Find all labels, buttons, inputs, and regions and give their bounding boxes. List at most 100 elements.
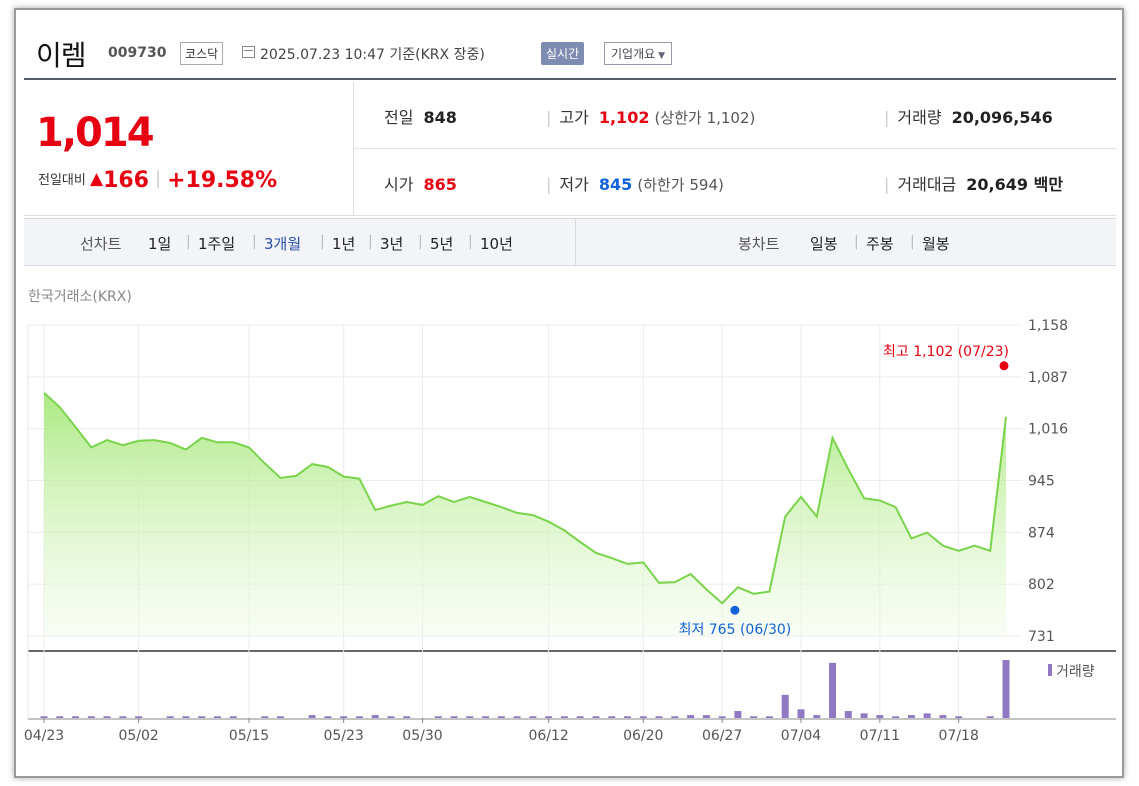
volume-value: 20,096,546 <box>951 108 1053 127</box>
volume-bar <box>56 716 64 718</box>
y-tick-label: 945 <box>1028 474 1055 490</box>
volume-bar <box>482 716 490 718</box>
trade-amount: | 거래대금 20,649 백만 <box>884 171 1063 195</box>
tab-daily[interactable]: 일봉 <box>810 235 838 253</box>
volume-bar <box>513 716 521 718</box>
line-chart-tabs: 선차트 1일 | 1주일 | 3개월 | 1년 | 3년 | 5년 | 10년 <box>24 219 576 265</box>
tab-monthly[interactable]: 월봉 <box>922 235 950 253</box>
y-tick-label: 802 <box>1028 577 1055 593</box>
divider: | <box>468 234 473 250</box>
company-overview-dropdown[interactable]: 기업개요 ▼ <box>604 42 673 65</box>
volume-bar <box>986 716 994 718</box>
volume-bar <box>135 716 143 718</box>
volume-bar <box>545 716 553 718</box>
quote-datetime: 2025.07.23 10:47 기준(KRX 장중) <box>260 47 485 63</box>
divider: | <box>368 234 373 250</box>
volume-bar <box>876 715 884 718</box>
tab-1w[interactable]: 1주일 <box>198 235 236 253</box>
price-area <box>43 391 1007 636</box>
divider: | <box>854 234 859 250</box>
volume-bar <box>702 715 710 718</box>
tab-5y[interactable]: 5년 <box>430 235 454 253</box>
prev-close-value: 848 <box>423 108 457 127</box>
volume-bar <box>781 694 789 718</box>
stats-row: 전일 848 | 고가 1,102 (상한가 1,102) | 거래량 20,096,54… <box>354 82 1116 149</box>
divider: | <box>546 108 552 127</box>
x-tick-label: 06/12 <box>528 728 568 744</box>
volume-bar <box>734 711 742 718</box>
divider: | <box>884 175 890 194</box>
tab-3m[interactable]: 3개월 <box>264 235 302 253</box>
high-price: | 고가 1,102 (상한가 1,102) <box>546 104 755 128</box>
stats-table: 전일 848 | 고가 1,102 (상한가 1,102) | 거래량 20,096,54… <box>354 82 1116 216</box>
x-tick-label: 04/23 <box>24 728 64 744</box>
volume-bar <box>655 716 663 718</box>
candle-chart-label: 봉차트 <box>738 235 780 253</box>
divider: | <box>320 234 325 250</box>
low-label: 저가 <box>559 175 589 194</box>
low-marker <box>730 605 740 615</box>
low-price: | 저가 845 (하한가 594) <box>546 171 724 195</box>
tab-weekly[interactable]: 주봉 <box>866 235 894 253</box>
high-marker <box>999 361 1009 371</box>
volume-bar <box>450 716 458 718</box>
x-tick-label: 06/27 <box>702 728 742 744</box>
chart-labels: 1,158 1,087 1,016 945 874 802 731 04/23 05/02 05/… <box>24 318 1095 744</box>
volume: | 거래량 20,096,546 <box>884 104 1053 128</box>
price-line <box>43 391 1007 605</box>
stock-code: 009730 <box>108 45 167 61</box>
x-tick-label: 05/15 <box>229 728 269 744</box>
divider: | <box>418 234 423 250</box>
amount-label: 거래대금 <box>897 175 957 194</box>
volume-bar <box>639 716 647 718</box>
volume-bar <box>592 716 600 718</box>
x-tick-label: 07/18 <box>939 728 979 744</box>
volume-bar <box>1002 660 1010 718</box>
tab-10y[interactable]: 10년 <box>480 235 513 253</box>
volume-bar <box>576 716 584 718</box>
volume-bar <box>560 716 568 718</box>
volume-label: 거래량 <box>897 108 942 127</box>
lower-limit: (하한가 594) <box>637 176 724 194</box>
high-annotation: 최고 1,102 (07/23) <box>883 344 1009 360</box>
volume-bar <box>308 715 316 718</box>
realtime-button[interactable]: 실시간 <box>541 42 585 65</box>
price-change: 전일대비 ▲166 | +19.58% <box>38 168 277 193</box>
tab-1y[interactable]: 1년 <box>332 235 356 253</box>
up-triangle-icon: ▲ <box>89 169 104 189</box>
x-tick-label: 07/11 <box>860 728 900 744</box>
change-percent: +19.58% <box>167 168 278 193</box>
volume-bar <box>844 711 852 718</box>
volume-legend-swatch <box>1048 664 1052 676</box>
price-summary: 1,014 전일대비 ▲166 | +19.58% <box>24 82 354 216</box>
volume-bar <box>103 716 111 718</box>
divider: | <box>884 108 890 127</box>
volume-bar <box>40 716 48 718</box>
divider: | <box>910 234 915 250</box>
divider: | <box>252 234 257 250</box>
y-tick-label: 1,087 <box>1028 370 1068 386</box>
x-tick-label: 05/02 <box>118 728 158 744</box>
volume-bar <box>939 715 947 718</box>
volume-bar <box>261 716 269 718</box>
stock-name: 이렘 <box>36 39 87 72</box>
volume-bar <box>434 716 442 718</box>
volume-bar <box>671 716 679 718</box>
calendar-icon <box>242 46 255 58</box>
volume-bar <box>403 716 411 718</box>
tab-1d[interactable]: 1일 <box>148 235 172 253</box>
upper-limit: (상한가 1,102) <box>654 109 756 127</box>
open-value: 865 <box>423 175 457 194</box>
volume-bar <box>529 716 537 718</box>
line-chart-label: 선차트 <box>80 235 122 253</box>
volume-bar <box>718 716 726 718</box>
company-overview-label: 기업개요 <box>611 47 656 61</box>
chevron-down-icon: ▼ <box>658 51 666 61</box>
volume-bar <box>750 716 758 718</box>
volume-bar <box>797 709 805 718</box>
volume-bar <box>892 716 900 718</box>
y-tick-label: 731 <box>1028 629 1055 645</box>
divider: | <box>546 175 552 194</box>
volume-bar <box>955 716 963 718</box>
tab-3y[interactable]: 3년 <box>380 235 404 253</box>
